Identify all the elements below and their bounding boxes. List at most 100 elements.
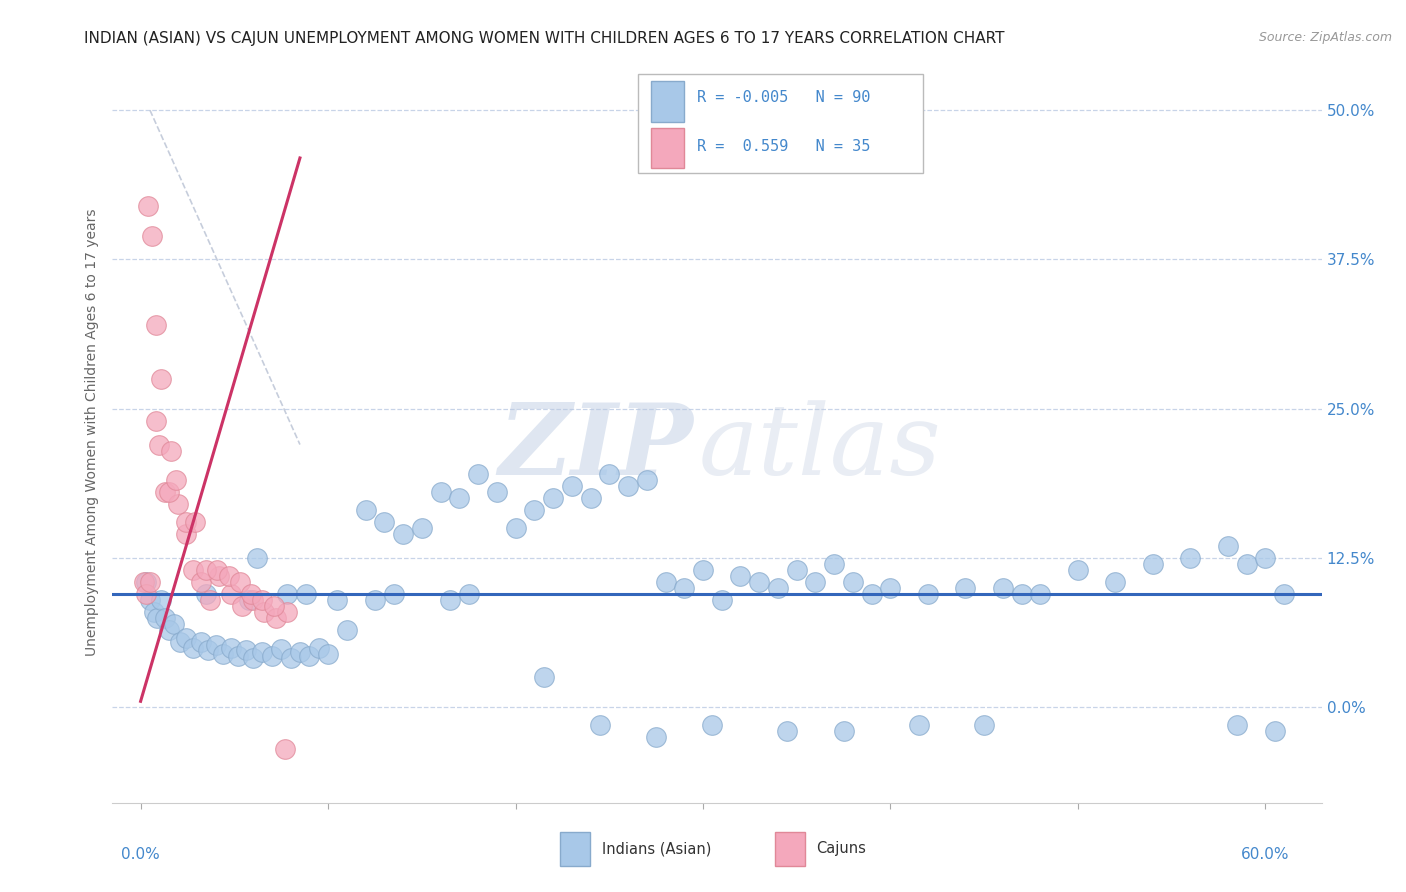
Point <box>1264 724 1286 739</box>
Text: R = -0.005   N = 90: R = -0.005 N = 90 <box>696 90 870 105</box>
Point <box>141 228 163 243</box>
Point <box>973 718 995 732</box>
Point <box>485 485 508 500</box>
Point <box>181 563 204 577</box>
Point <box>235 643 257 657</box>
Point <box>1180 551 1202 566</box>
Point <box>145 414 167 428</box>
Point <box>298 648 321 663</box>
FancyBboxPatch shape <box>638 73 922 173</box>
FancyBboxPatch shape <box>775 832 806 866</box>
Point <box>457 587 479 601</box>
Point <box>207 563 229 577</box>
Point <box>274 742 297 756</box>
Point <box>579 491 602 506</box>
Text: Source: ZipAtlas.com: Source: ZipAtlas.com <box>1258 31 1392 45</box>
Text: 60.0%: 60.0% <box>1241 847 1289 863</box>
Point <box>1029 587 1052 601</box>
Point <box>354 503 377 517</box>
Point <box>288 645 311 659</box>
Point <box>449 491 471 506</box>
Point <box>157 485 180 500</box>
Point <box>197 643 219 657</box>
Point <box>429 485 451 500</box>
FancyBboxPatch shape <box>560 832 591 866</box>
Point <box>533 670 555 684</box>
Point <box>181 640 204 655</box>
Point <box>748 574 770 589</box>
Text: 0.0%: 0.0% <box>121 847 160 863</box>
Point <box>146 610 169 624</box>
Point <box>270 641 292 656</box>
Point <box>252 592 274 607</box>
Point <box>804 574 827 589</box>
Point <box>198 592 221 607</box>
Point <box>240 587 263 601</box>
Point <box>523 503 546 517</box>
Point <box>169 634 191 648</box>
FancyBboxPatch shape <box>651 81 685 121</box>
Point <box>264 610 287 624</box>
Point <box>135 587 157 601</box>
Point <box>253 605 276 619</box>
Point <box>439 592 461 607</box>
Point <box>907 718 929 732</box>
Point <box>326 592 349 607</box>
Point <box>730 569 752 583</box>
Point <box>135 574 157 589</box>
Point <box>786 563 808 577</box>
Point <box>218 569 240 583</box>
Point <box>308 640 330 655</box>
Point <box>598 467 620 482</box>
Point <box>219 640 242 655</box>
Point <box>392 527 415 541</box>
Y-axis label: Unemployment Among Women with Children Ages 6 to 17 years: Unemployment Among Women with Children A… <box>84 209 98 657</box>
Point <box>645 730 668 744</box>
Point <box>263 599 285 613</box>
Point <box>1254 551 1277 566</box>
Point <box>190 574 212 589</box>
Point <box>776 724 799 739</box>
Point <box>276 605 298 619</box>
Point <box>157 623 180 637</box>
Point <box>150 592 173 607</box>
Text: ZIP: ZIP <box>498 400 693 496</box>
Point <box>842 574 865 589</box>
Point <box>1142 557 1164 571</box>
Point <box>134 574 156 589</box>
Point <box>242 592 264 607</box>
Text: INDIAN (ASIAN) VS CAJUN UNEMPLOYMENT AMONG WOMEN WITH CHILDREN AGES 6 TO 17 YEAR: INDIAN (ASIAN) VS CAJUN UNEMPLOYMENT AMO… <box>84 31 1005 46</box>
Text: atlas: atlas <box>699 400 942 495</box>
Point <box>823 557 845 571</box>
Point <box>692 563 714 577</box>
Point <box>710 592 733 607</box>
Point <box>142 605 165 619</box>
Point <box>163 616 186 631</box>
Point <box>159 443 181 458</box>
Point <box>654 574 676 589</box>
Point <box>636 474 658 488</box>
Point <box>860 587 883 601</box>
Point <box>505 521 527 535</box>
Point <box>174 527 197 541</box>
Point <box>364 592 387 607</box>
Point <box>231 599 253 613</box>
Point <box>174 631 197 645</box>
Point <box>242 651 264 665</box>
Point <box>316 647 339 661</box>
Point <box>139 574 162 589</box>
Point <box>1067 563 1090 577</box>
Point <box>208 569 231 583</box>
Point <box>229 574 252 589</box>
Point <box>280 651 302 665</box>
Point <box>195 563 218 577</box>
Point <box>276 587 298 601</box>
Point <box>238 592 260 607</box>
Point <box>165 474 187 488</box>
Point <box>917 587 939 601</box>
Point <box>1216 539 1239 553</box>
Point <box>1272 587 1295 601</box>
Text: Indians (Asian): Indians (Asian) <box>602 841 711 856</box>
Point <box>145 318 167 333</box>
Point <box>879 581 901 595</box>
